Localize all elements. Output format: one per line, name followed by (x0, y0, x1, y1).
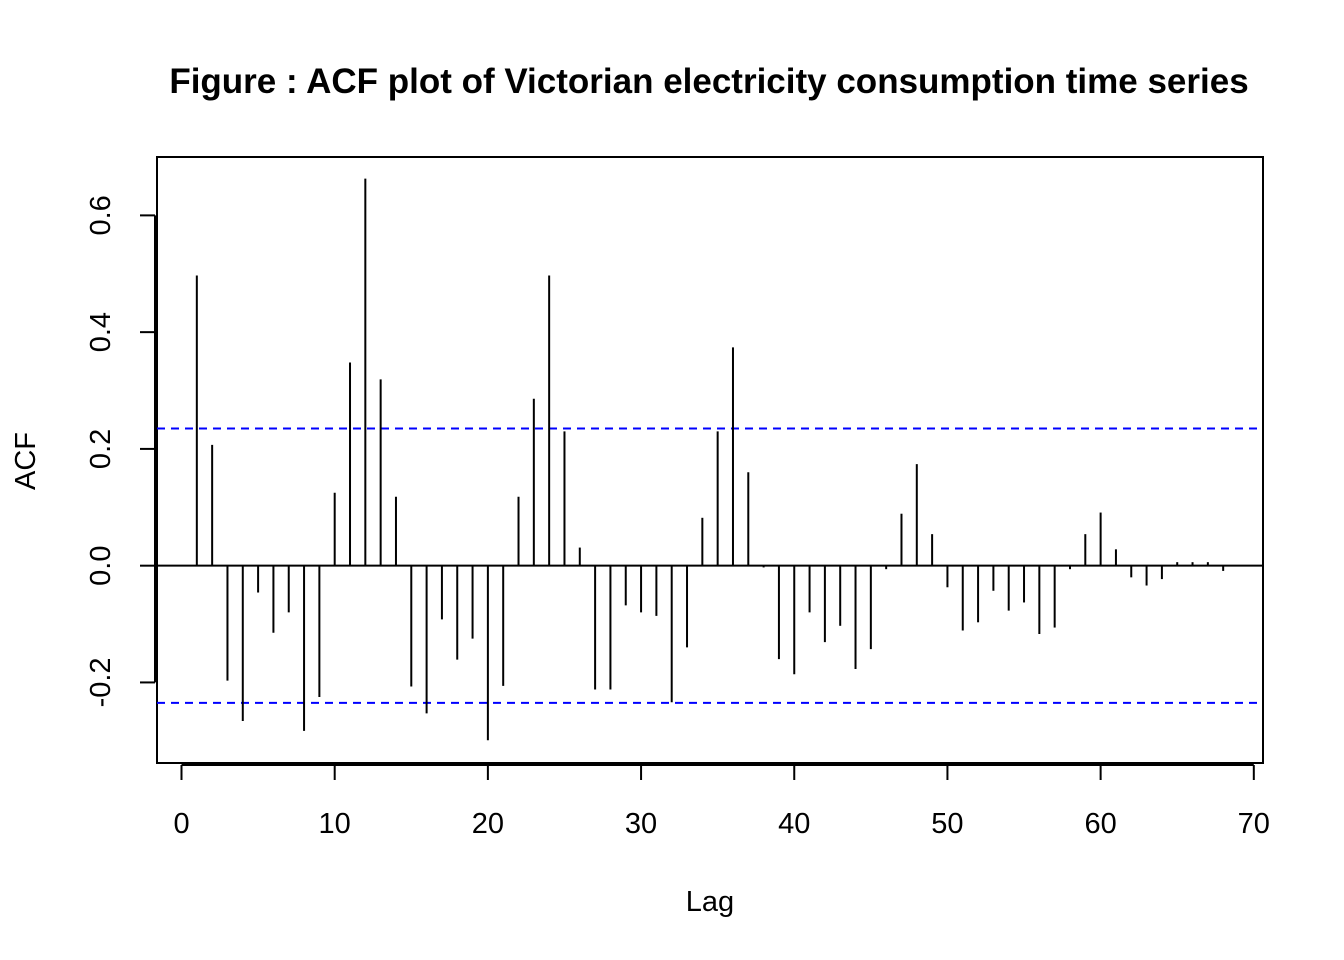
chart-title: Figure : ACF plot of Victorian electrici… (169, 62, 1248, 101)
x-tick-label: 0 (173, 808, 189, 840)
x-tick-label: 70 (1238, 808, 1270, 840)
y-tick-label: -0.2 (85, 657, 117, 707)
x-tick-label: 30 (625, 808, 657, 840)
x-tick-label: 50 (931, 808, 963, 840)
x-tick-label: 20 (472, 808, 504, 840)
y-tick-label: 0.0 (85, 546, 117, 586)
x-axis-label: Lag (686, 886, 734, 918)
x-tick-label: 40 (778, 808, 810, 840)
y-tick-label: 0.4 (85, 312, 117, 352)
y-tick-label: 0.6 (85, 195, 117, 235)
y-axis-label: ACF (10, 432, 42, 490)
plot-frame (156, 156, 1264, 764)
x-tick-label: 10 (319, 808, 351, 840)
chart-marks: 0 10 20 30 40 50 60 70 -0.2 0.0 0.2 0.4 0.6 (85, 178, 1270, 840)
x-tick-label: 60 (1084, 808, 1116, 840)
y-tick-label: 0.2 (85, 429, 117, 469)
